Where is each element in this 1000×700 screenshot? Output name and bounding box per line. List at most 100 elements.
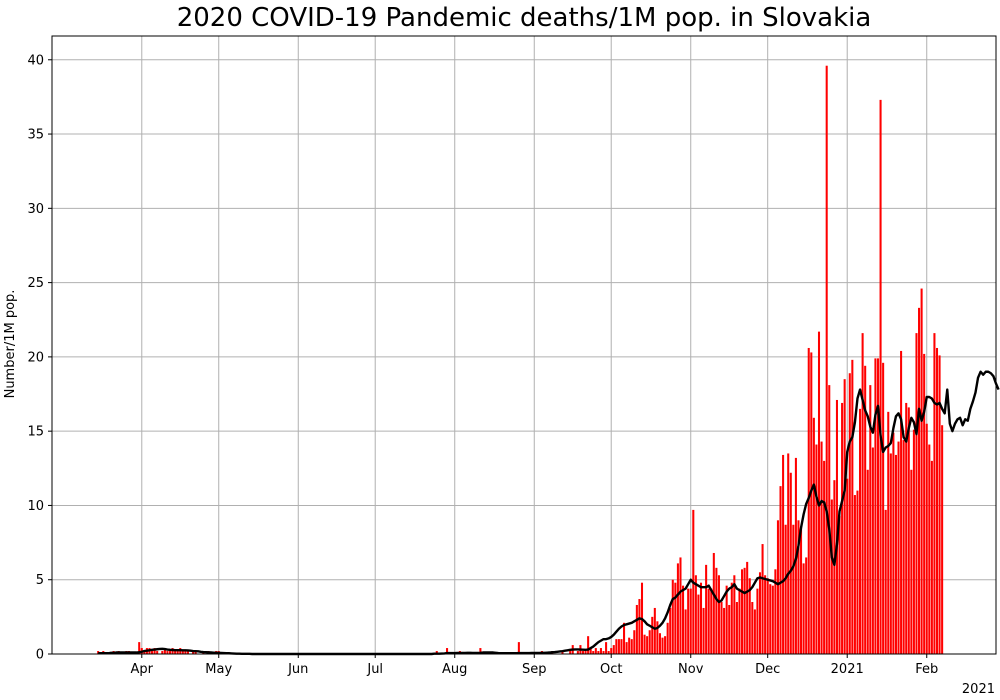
bar (802, 563, 805, 654)
bar (656, 621, 659, 654)
bar (707, 588, 710, 654)
bar (689, 588, 692, 654)
y-tick-label: 15 (27, 425, 44, 440)
bar (776, 520, 779, 654)
bar (712, 552, 715, 654)
bar (769, 584, 772, 654)
bar (930, 460, 933, 654)
bar (643, 634, 646, 654)
bar (633, 630, 636, 654)
bar (805, 557, 808, 654)
bar (517, 642, 520, 654)
bar (859, 408, 862, 654)
bar (620, 639, 623, 654)
bar (907, 407, 910, 654)
bar (823, 460, 826, 654)
bar (743, 567, 746, 654)
bar (864, 365, 867, 654)
x-tick-label: May (205, 662, 232, 677)
bar (871, 447, 874, 654)
bar (935, 347, 939, 654)
bar (920, 288, 923, 654)
bar (723, 607, 726, 654)
bar (666, 622, 669, 654)
bar (817, 331, 821, 654)
bar (764, 575, 767, 654)
bar (815, 444, 818, 654)
bar (576, 651, 579, 654)
bar (851, 359, 854, 654)
bar (717, 575, 720, 654)
bar (725, 585, 728, 654)
bar (628, 637, 631, 654)
bar (782, 454, 785, 654)
bar (638, 599, 641, 654)
bar (648, 630, 651, 654)
bar (625, 642, 628, 654)
x-tick-label: 2021 (831, 662, 864, 677)
y-tick-label: 25 (27, 276, 44, 291)
bar (635, 604, 638, 654)
bar (602, 651, 605, 654)
bar (828, 385, 831, 654)
bar (753, 609, 756, 654)
bar (623, 622, 626, 654)
bar (589, 648, 592, 654)
bar (674, 582, 677, 654)
bar (835, 399, 838, 654)
bar (561, 651, 564, 654)
bar (779, 486, 782, 654)
bar (687, 588, 690, 654)
bar (774, 569, 777, 654)
bar (889, 453, 892, 654)
y-axis-label: Number/1M pop. (3, 290, 18, 399)
bar (771, 585, 774, 654)
bar (756, 588, 759, 654)
bar (758, 572, 762, 654)
bar (184, 651, 187, 654)
bar (843, 379, 846, 654)
bar (192, 651, 195, 654)
bar (810, 352, 813, 654)
x-tick-label: Nov (678, 662, 704, 677)
bar (584, 651, 587, 654)
bar (884, 509, 887, 654)
bar (610, 648, 613, 654)
bar (910, 469, 913, 654)
bar (699, 582, 703, 654)
bar (846, 478, 849, 654)
bar (682, 585, 685, 654)
bar (679, 557, 682, 654)
bar (833, 480, 836, 654)
bar (892, 432, 895, 654)
bar (168, 651, 172, 654)
bar (900, 350, 903, 654)
bar (874, 358, 877, 654)
bar (853, 495, 856, 654)
bar (784, 524, 787, 654)
y-tick-label: 30 (27, 202, 44, 217)
bar (569, 651, 572, 654)
bar (605, 642, 608, 654)
bar (923, 353, 926, 654)
bar (938, 355, 941, 654)
bar (841, 402, 844, 654)
bar (741, 569, 744, 654)
bar (661, 637, 664, 654)
bar (746, 561, 749, 654)
bar (153, 648, 156, 654)
bar (761, 544, 764, 654)
bar (194, 651, 197, 654)
bar (912, 429, 915, 654)
bar (800, 526, 803, 654)
bar (879, 99, 882, 654)
bar (651, 616, 654, 654)
bar (161, 651, 164, 654)
bar (697, 594, 700, 654)
x-tick-label: Jul (366, 662, 383, 677)
bar (694, 575, 697, 654)
bar (653, 607, 656, 654)
bar (664, 636, 667, 654)
bar (138, 642, 141, 654)
bar (861, 333, 864, 654)
